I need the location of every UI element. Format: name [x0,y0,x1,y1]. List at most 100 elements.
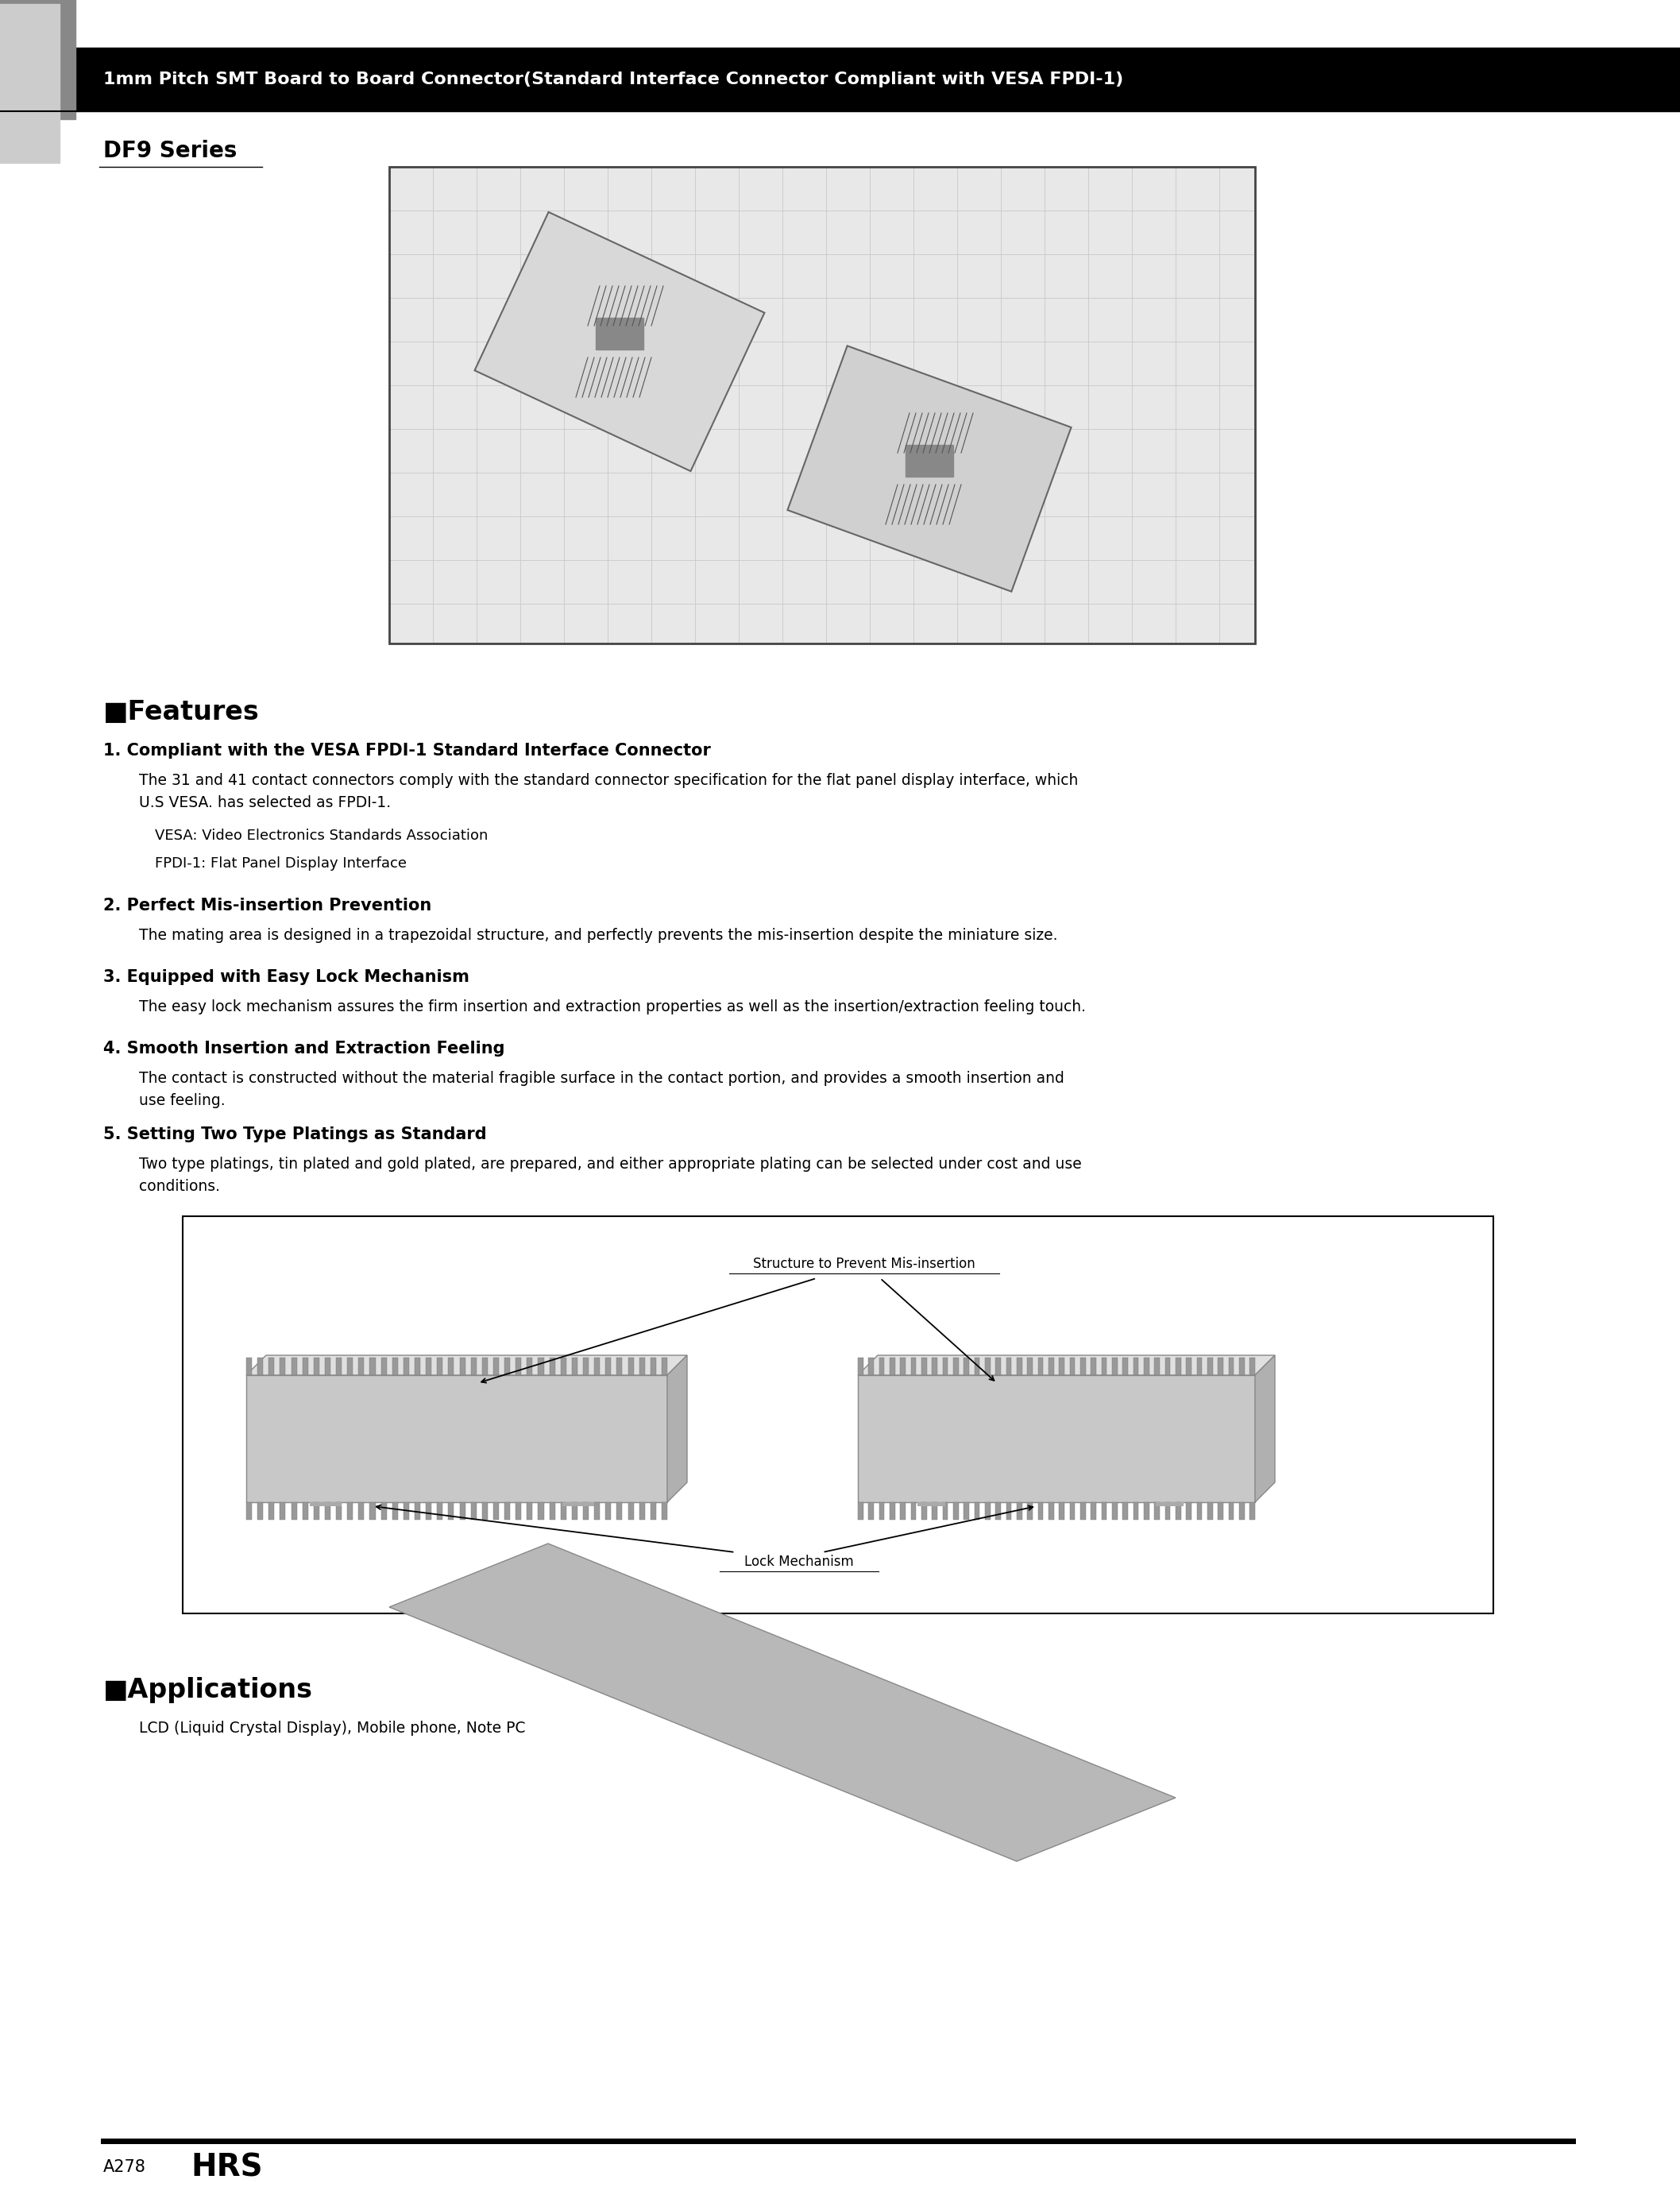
Bar [302,1502,307,1520]
Bar [858,1358,864,1376]
Bar [879,1502,884,1520]
Text: 1. Compliant with the VESA FPDI-1 Standard Interface Connector: 1. Compliant with the VESA FPDI-1 Standa… [102,744,711,759]
Bar [974,1358,979,1376]
Polygon shape [858,1356,1275,1376]
Bar [460,1502,465,1520]
Bar [370,1358,375,1376]
Bar [281,1502,286,1520]
Bar [1080,1502,1085,1520]
Polygon shape [475,212,764,470]
Bar [1070,1358,1075,1376]
Bar [605,1502,612,1520]
Bar [370,1502,375,1520]
Bar [381,1358,386,1376]
Bar [1038,1358,1043,1376]
Bar [1070,1502,1075,1520]
Bar [964,1358,969,1376]
Bar [890,1358,895,1376]
Bar [921,1502,927,1520]
Bar [1164,1358,1171,1376]
Bar [1122,1358,1127,1376]
Text: HRS: HRS [190,2152,262,2183]
Bar [1058,1502,1065,1520]
Bar [1102,1502,1107,1520]
Bar [1016,1358,1021,1376]
Bar [900,1502,906,1520]
Bar [1208,1502,1213,1520]
Text: The mating area is designed in a trapezoidal structure, and perfectly prevents t: The mating area is designed in a trapezo… [139,927,1058,943]
Bar [1156,1502,1183,1507]
Bar [324,1358,331,1376]
Bar [257,1358,264,1376]
Bar [1006,1358,1011,1376]
Bar [911,1502,916,1520]
Bar [247,1376,667,1502]
Bar [1038,1502,1043,1520]
Bar [1134,1358,1139,1376]
Bar [247,1358,252,1376]
Bar [650,1502,655,1520]
Bar [403,1502,408,1520]
Bar [1016,1502,1021,1520]
Bar [1134,1502,1139,1520]
Bar [415,1358,420,1376]
Bar [183,1216,1494,1614]
Bar [596,317,643,350]
Bar [403,1358,408,1376]
Text: Lock Mechanism: Lock Mechanism [744,1555,853,1568]
Bar [561,1358,566,1376]
Text: ■Applications: ■Applications [102,1677,312,1704]
Bar [516,1358,521,1376]
Bar [1028,1358,1033,1376]
Bar [336,1502,341,1520]
Bar [302,1358,307,1376]
Bar [638,1358,645,1376]
Bar [583,1502,588,1520]
Bar [571,1502,578,1520]
Bar [291,1358,297,1376]
Bar [869,1358,874,1376]
Bar [336,1358,341,1376]
Bar [516,1502,521,1520]
Bar [1048,1358,1053,1376]
Bar [538,1502,544,1520]
Bar [1090,1358,1095,1376]
Text: FPDI-1: Flat Panel Display Interface: FPDI-1: Flat Panel Display Interface [155,857,407,870]
Bar [390,166,1255,643]
Bar [482,1358,487,1376]
Bar [932,1502,937,1520]
Bar [953,1358,959,1376]
Bar [1228,1358,1233,1376]
Bar [470,1358,477,1376]
Bar [921,1358,927,1376]
Text: 1mm Pitch SMT Board to Board Connector(Standard Interface Connector Compliant wi: 1mm Pitch SMT Board to Board Connector(S… [102,72,1124,87]
Bar [390,166,1255,643]
Bar [291,1502,297,1520]
Bar [1122,1502,1127,1520]
Bar [662,1502,667,1520]
Bar [1240,1358,1245,1376]
Bar [348,1502,353,1520]
Bar [1058,1358,1065,1376]
Bar [1196,1502,1203,1520]
Bar [1028,1502,1033,1520]
Polygon shape [390,1544,1176,1861]
Bar [858,1502,864,1520]
Bar [906,444,953,477]
Bar [583,1358,588,1376]
Bar [1102,1358,1107,1376]
Polygon shape [788,346,1072,590]
Bar [650,1358,655,1376]
Bar [563,1502,593,1507]
Bar [425,1502,432,1520]
Bar [257,1502,264,1520]
Bar [561,1502,566,1520]
Bar [1164,1502,1171,1520]
Bar [890,1502,895,1520]
Bar [1006,1502,1011,1520]
Bar [595,1358,600,1376]
Bar [1240,1502,1245,1520]
Bar [932,1358,937,1376]
Text: A278: A278 [102,2159,146,2176]
Bar [942,1502,948,1520]
